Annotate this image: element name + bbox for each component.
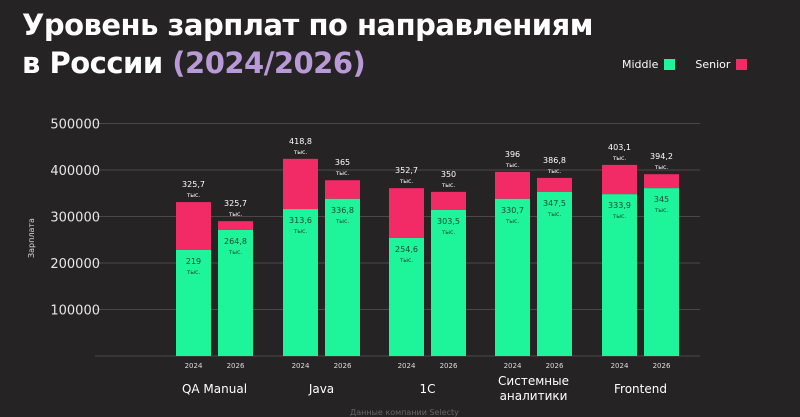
category-label-line2: аналитики — [500, 389, 568, 403]
title-text: Уровень зарплат по направлениям в России — [22, 8, 593, 80]
x-year-label: 2026 — [227, 362, 245, 370]
x-year-label: 2024 — [185, 362, 203, 370]
total-value-label: 365 — [335, 158, 350, 167]
middle-unit-label: тыс. — [506, 218, 520, 225]
middle-value-label: 264,8 — [224, 237, 247, 246]
x-year-label: 2026 — [653, 362, 671, 370]
legend-middle-swatch — [664, 59, 676, 70]
bar-middle — [602, 194, 637, 356]
middle-unit-label: тыс. — [187, 269, 201, 276]
legend-middle-label: Middle — [622, 58, 659, 71]
bar-middle — [176, 249, 211, 356]
middle-unit-label: тыс. — [400, 257, 414, 264]
bar-senior — [602, 164, 637, 195]
y-tick-label: 400000 — [50, 164, 100, 179]
x-year-label: 2026 — [440, 362, 458, 370]
total-value-label: 394,2 — [650, 152, 673, 161]
total-value-label: 403,1 — [608, 143, 631, 152]
total-unit-label: тыс. — [187, 192, 201, 199]
x-year-label: 2024 — [504, 362, 522, 370]
chart-title: Уровень зарплат по направлениям в России… — [22, 6, 599, 82]
total-unit-label: тыс. — [655, 164, 669, 171]
total-value-label: 386,8 — [543, 156, 566, 165]
total-unit-label: тыс. — [336, 170, 350, 177]
middle-value-label: 345 — [654, 195, 669, 204]
bar-middle — [537, 191, 572, 356]
x-year-label: 2024 — [292, 362, 310, 370]
bar-senior — [431, 191, 466, 210]
total-unit-label: тыс. — [613, 155, 627, 162]
legend-senior-label: Senior — [695, 58, 731, 71]
total-value-label: 418,8 — [289, 137, 312, 146]
category-label: 1C — [419, 382, 435, 396]
total-unit-label: тыс. — [400, 178, 414, 185]
middle-unit-label: тыс. — [336, 218, 350, 225]
middle-value-label: 336,8 — [331, 206, 354, 215]
middle-unit-label: тыс. — [613, 213, 627, 220]
title-years: (2024/2026) — [172, 46, 366, 80]
bar-middle — [495, 198, 530, 356]
total-value-label: 396 — [505, 150, 520, 159]
bar-middle — [431, 209, 466, 356]
x-year-label: 2024 — [398, 362, 416, 370]
middle-unit-label: тыс. — [294, 228, 308, 235]
bar-middle — [389, 237, 424, 356]
total-unit-label: тыс. — [506, 162, 520, 169]
category-label: QA Manual — [182, 382, 247, 396]
y-tick-label: 200000 — [50, 257, 100, 272]
total-value-label: 352,7 — [395, 166, 418, 175]
category-label: Frontend — [614, 382, 667, 396]
y-tick-label: 300000 — [50, 211, 100, 226]
legend-senior-swatch — [736, 59, 748, 70]
total-unit-label: тыс. — [548, 168, 562, 175]
total-unit-label: тыс. — [294, 149, 308, 156]
source-note: Данные компании Selecty — [350, 408, 459, 417]
bar-senior — [495, 171, 530, 199]
middle-value-label: 254,6 — [395, 245, 418, 254]
bar-senior — [644, 174, 679, 189]
y-tick-label: 500000 — [50, 118, 100, 133]
middle-value-label: 333,9 — [608, 201, 631, 210]
middle-value-label: 347,5 — [543, 199, 566, 208]
total-value-label: 325,7 — [182, 180, 205, 189]
category-label: Java — [308, 382, 334, 396]
total-unit-label: тыс. — [442, 182, 456, 189]
x-year-label: 2026 — [334, 362, 352, 370]
middle-unit-label: тыс. — [229, 249, 243, 256]
bar-senior — [537, 177, 572, 192]
total-value-label: 325,7 — [224, 199, 247, 208]
bar-senior — [283, 158, 318, 210]
bar-middle — [283, 209, 318, 356]
x-year-label: 2026 — [546, 362, 564, 370]
middle-value-label: 303,5 — [437, 217, 460, 226]
y-tick-label: 100000 — [50, 304, 100, 319]
legend: Middle Senior — [622, 58, 748, 71]
bar-senior — [218, 221, 253, 230]
middle-value-label: 313,6 — [289, 216, 312, 225]
total-unit-label: тыс. — [229, 211, 243, 218]
bar-senior — [389, 188, 424, 238]
category-label-line1: Системные — [498, 374, 569, 388]
bar-middle — [218, 229, 253, 356]
middle-unit-label: тыс. — [548, 211, 562, 218]
middle-unit-label: тыс. — [655, 207, 669, 214]
middle-value-label: 330,7 — [501, 206, 524, 215]
y-axis-label: Зарплата — [27, 218, 36, 258]
bar-senior — [325, 180, 360, 199]
bar-middle — [325, 198, 360, 356]
bar-middle — [644, 188, 679, 356]
middle-unit-label: тыс. — [442, 229, 456, 236]
bar-senior — [176, 202, 211, 250]
x-year-label: 2024 — [611, 362, 629, 370]
total-value-label: 350 — [441, 170, 456, 179]
middle-value-label: 219 — [186, 257, 201, 266]
